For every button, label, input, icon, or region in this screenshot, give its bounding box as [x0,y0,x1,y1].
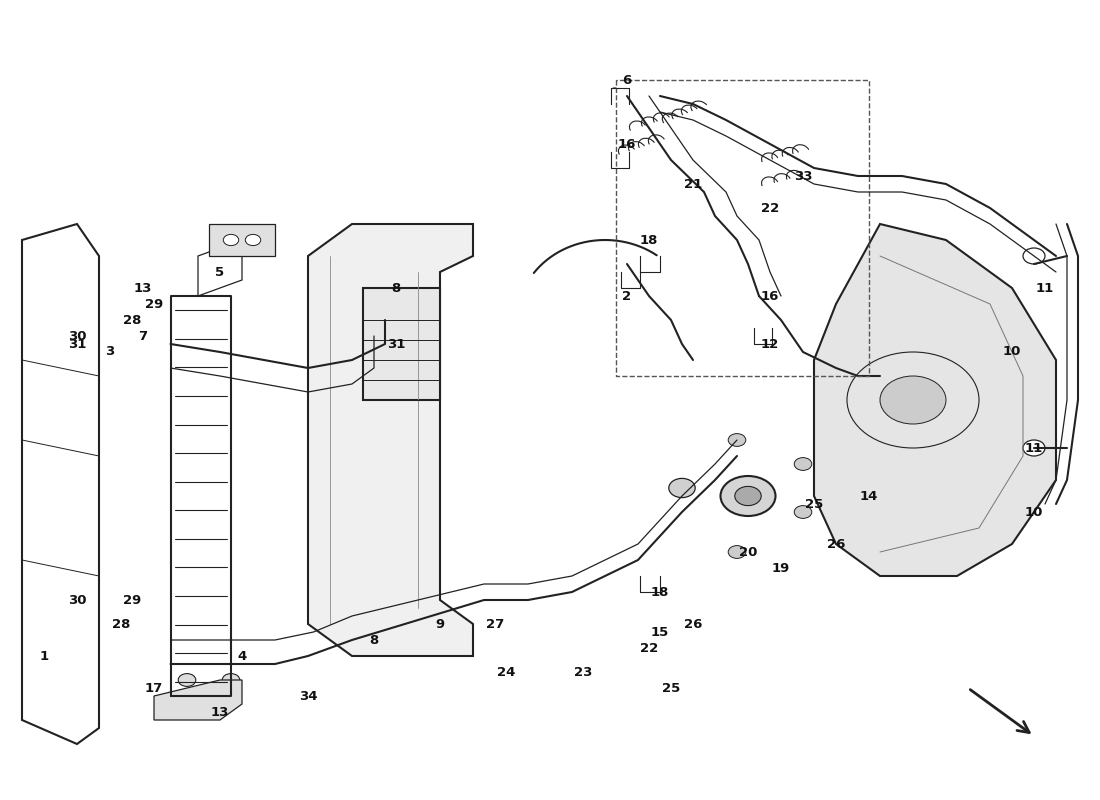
Text: 11: 11 [1036,282,1054,294]
Polygon shape [363,288,440,400]
Circle shape [720,476,775,516]
Text: 7: 7 [139,330,147,342]
Text: 28: 28 [123,314,141,326]
Text: 19: 19 [772,562,790,574]
Text: 22: 22 [761,202,779,214]
Circle shape [1023,440,1045,456]
Circle shape [794,458,812,470]
Circle shape [222,674,240,686]
Text: 2: 2 [623,290,631,302]
Text: 20: 20 [739,546,757,558]
Text: 29: 29 [123,594,141,606]
Text: 22: 22 [640,642,658,654]
Text: 21: 21 [684,178,702,190]
Circle shape [178,690,196,702]
Text: 29: 29 [145,298,163,310]
Text: 12: 12 [761,338,779,350]
Circle shape [794,506,812,518]
Text: 28: 28 [112,618,130,630]
Text: 14: 14 [860,490,878,502]
Text: 23: 23 [574,666,592,678]
Polygon shape [209,224,275,256]
Text: 5: 5 [216,266,224,278]
Text: 4: 4 [238,650,246,662]
Circle shape [178,674,196,686]
Circle shape [222,690,240,702]
Circle shape [728,434,746,446]
Text: 16: 16 [761,290,779,302]
Text: 26: 26 [827,538,845,550]
Polygon shape [814,224,1056,576]
Circle shape [880,376,946,424]
Circle shape [1023,248,1045,264]
Circle shape [669,478,695,498]
Text: 6: 6 [623,74,631,86]
Circle shape [735,486,761,506]
Polygon shape [308,224,473,656]
Text: 31: 31 [68,338,86,350]
Circle shape [223,234,239,246]
Text: 16: 16 [618,138,636,150]
Text: 24: 24 [497,666,515,678]
Text: 10: 10 [1025,506,1043,518]
Text: 13: 13 [211,706,229,718]
Text: 26: 26 [684,618,702,630]
Text: 33: 33 [794,170,812,182]
Text: 11: 11 [1025,442,1043,454]
Text: 27: 27 [486,618,504,630]
Text: 15: 15 [651,626,669,638]
Text: 25: 25 [662,682,680,694]
Text: 8: 8 [370,634,378,646]
Text: 18: 18 [651,586,669,598]
Text: 9: 9 [436,618,444,630]
Text: 10: 10 [1003,346,1021,358]
Text: 17: 17 [145,682,163,694]
Text: 30: 30 [68,330,86,342]
Text: 34: 34 [299,690,317,702]
Text: 31: 31 [387,338,405,350]
Text: 13: 13 [134,282,152,294]
Text: 25: 25 [805,498,823,510]
Text: 1: 1 [40,650,48,662]
Text: 3: 3 [106,346,114,358]
Circle shape [728,546,746,558]
Text: 8: 8 [392,282,400,294]
Circle shape [245,234,261,246]
Text: 18: 18 [640,234,658,246]
Text: 30: 30 [68,594,86,606]
Polygon shape [154,680,242,720]
